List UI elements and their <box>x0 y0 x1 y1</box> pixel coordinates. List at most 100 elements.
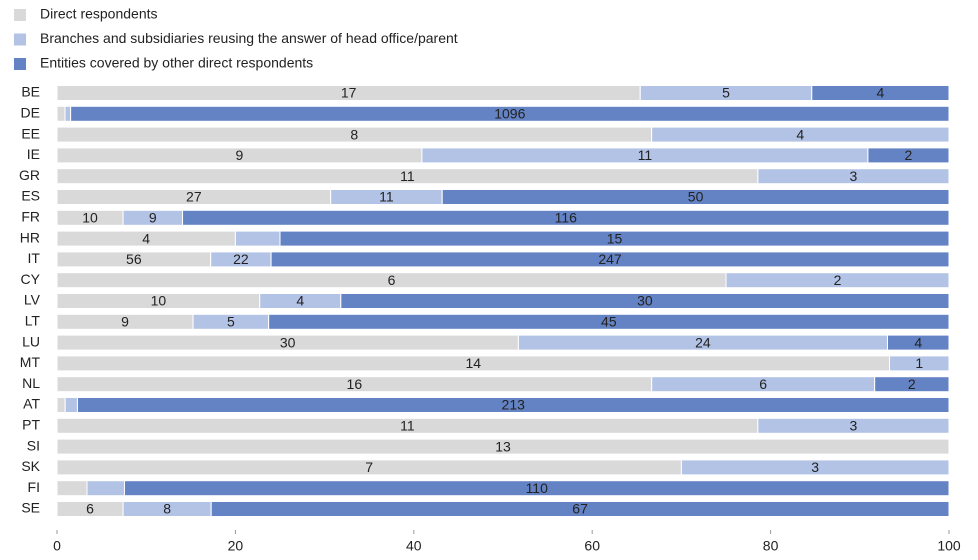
data-label: 7 <box>365 459 373 475</box>
data-label: 2 <box>834 272 842 288</box>
x-tick-label: 100 <box>937 538 961 554</box>
data-label: 4 <box>876 85 884 101</box>
data-label: 9 <box>149 210 157 226</box>
y-tick-label: SE <box>21 500 40 516</box>
data-label: 3 <box>811 459 819 475</box>
y-tick-label: DE <box>21 105 40 121</box>
x-tick-label: 80 <box>763 538 779 554</box>
bar-segment <box>56 438 950 455</box>
data-label: 2 <box>908 376 916 392</box>
bar-segment <box>56 397 66 413</box>
legend-swatch <box>14 9 26 21</box>
data-label: 116 <box>555 210 578 226</box>
y-tick-label: SK <box>21 458 40 474</box>
y-tick-label: IT <box>28 250 41 266</box>
data-label: 22 <box>233 251 249 267</box>
legend-label: Entities covered by other direct respond… <box>40 55 313 71</box>
y-tick-label: LT <box>25 313 41 329</box>
bar-segment <box>811 85 950 101</box>
data-label: 10 <box>151 293 167 309</box>
bar-segment <box>76 397 950 413</box>
data-label: 67 <box>572 501 588 517</box>
data-label: 3 <box>850 168 858 184</box>
y-tick-label: SI <box>27 437 40 453</box>
data-label: 30 <box>637 293 653 309</box>
bar-segment <box>874 376 950 393</box>
data-label: 56 <box>126 251 142 267</box>
legend-label: Branches and subsidiaries reusing the an… <box>40 30 458 46</box>
data-label: 4 <box>296 293 304 309</box>
bar-segment <box>56 480 88 497</box>
data-label: 8 <box>350 126 358 142</box>
y-tick-label: EE <box>21 125 40 141</box>
bar-segment <box>86 480 125 497</box>
y-tick-label: GR <box>19 167 40 183</box>
y-tick-label: BE <box>21 84 40 100</box>
data-label: 9 <box>236 147 244 163</box>
bar-segment <box>651 126 950 143</box>
x-tick-label: 20 <box>228 538 244 554</box>
x-tick-label: 0 <box>53 538 61 554</box>
data-label: 5 <box>722 85 730 101</box>
data-label: 6 <box>86 501 94 517</box>
bar-segment <box>270 251 950 268</box>
data-label: 15 <box>607 230 623 246</box>
data-label: 1 <box>915 355 923 371</box>
bar-segment <box>725 272 950 289</box>
bar-segment <box>757 417 950 434</box>
bar-segment <box>182 209 950 226</box>
data-label: 30 <box>280 334 296 350</box>
data-label: 11 <box>379 189 394 205</box>
bar-segment <box>123 480 950 497</box>
data-label: 4 <box>142 230 150 246</box>
data-label: 4 <box>914 334 922 350</box>
legend-label: Direct respondents <box>40 6 158 22</box>
y-tick-label: FI <box>28 479 40 495</box>
data-label: 6 <box>759 376 767 392</box>
bar-segment <box>441 189 950 205</box>
y-tick-label: IE <box>27 146 40 162</box>
bar-segment <box>210 501 950 517</box>
data-label: 213 <box>502 397 526 413</box>
y-tick-label: CY <box>21 271 41 287</box>
x-tick-label: 60 <box>584 538 600 554</box>
y-tick-label: NL <box>22 375 40 391</box>
data-label: 24 <box>695 334 711 350</box>
data-label: 11 <box>400 168 415 184</box>
bar-segment <box>64 105 72 122</box>
data-label: 10 <box>82 210 98 226</box>
legend-swatch <box>14 58 26 70</box>
bar-segment <box>886 334 950 351</box>
data-label: 8 <box>163 501 171 517</box>
data-label: 110 <box>526 480 549 496</box>
data-label: 14 <box>465 355 481 371</box>
bar-segment <box>268 313 950 330</box>
data-label: 3 <box>850 418 858 434</box>
bar-segment <box>234 230 281 247</box>
y-tick-label: LU <box>22 333 40 349</box>
data-label: 50 <box>688 189 704 205</box>
bar-segment <box>867 147 950 164</box>
bar-segment <box>279 230 950 247</box>
legend-swatch <box>14 33 26 46</box>
y-tick-label: ES <box>21 188 40 204</box>
bar-segment <box>680 459 950 476</box>
bar-segment <box>340 293 950 309</box>
data-label: 4 <box>796 126 804 142</box>
data-label: 1096 <box>494 106 525 122</box>
bar-segment <box>70 105 950 122</box>
data-label: 2 <box>905 147 913 163</box>
y-tick-label: PT <box>22 417 40 433</box>
y-tick-label: AT <box>23 396 40 412</box>
y-tick-label: HR <box>20 229 40 245</box>
data-label: 16 <box>347 376 363 392</box>
data-label: 5 <box>227 314 235 330</box>
x-tick-label: 40 <box>406 538 422 554</box>
data-label: 27 <box>186 189 202 205</box>
y-tick-label: FR <box>21 209 40 225</box>
data-label: 13 <box>495 438 511 454</box>
bar-segment <box>757 168 950 185</box>
y-tick-label: MT <box>20 354 41 370</box>
data-label: 247 <box>598 251 622 267</box>
